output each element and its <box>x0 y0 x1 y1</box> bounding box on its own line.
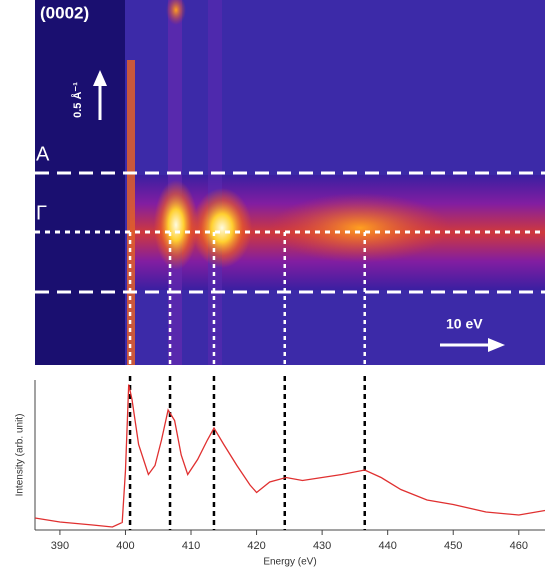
x-tick-label: 430 <box>313 540 331 552</box>
image-label: Γ <box>36 202 47 224</box>
spectrum-line <box>34 384 545 528</box>
x-tick-label: 420 <box>247 540 265 552</box>
x-tick-label: 450 <box>444 540 462 552</box>
image-label: 10 eV <box>446 316 483 332</box>
x-tick-label: 400 <box>116 540 134 552</box>
x-tick-label: 460 <box>510 540 528 552</box>
x-tick-label: 440 <box>378 540 396 552</box>
spectrum: 390 400 410 420 430 440 450 460 <box>34 376 545 552</box>
image-label: A <box>36 143 50 165</box>
image-label: 0.5 Å⁻¹ <box>71 82 84 118</box>
image <box>35 0 545 365</box>
x-axis-label: Energy (eV) <box>263 557 316 568</box>
y-axis-label: Intensity (arb. unit) <box>15 414 26 497</box>
image-label: (0002) <box>40 3 89 22</box>
x-tick-label: 390 <box>51 540 69 552</box>
x-tick-label: 410 <box>182 540 200 552</box>
